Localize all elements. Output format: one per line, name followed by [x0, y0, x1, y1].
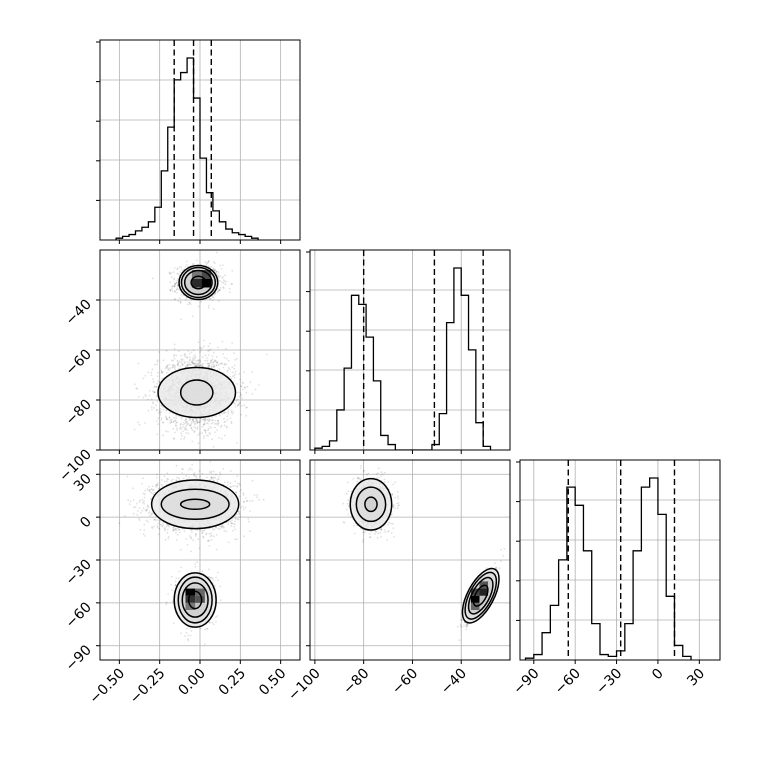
- x-tick-label: 30: [684, 666, 708, 690]
- x-tick-label: −40: [438, 666, 470, 698]
- contour-line: [180, 266, 217, 299]
- x-tick-label: −90: [510, 666, 542, 698]
- density-peak-cell: [195, 588, 205, 596]
- x-tick-label: −60: [389, 666, 421, 698]
- x-tick-label: 0: [649, 666, 667, 684]
- x-tick-label: −100: [285, 666, 324, 705]
- x-tick-label: 0.50: [256, 666, 289, 699]
- contour-line: [173, 572, 217, 628]
- contour-line: [349, 477, 393, 531]
- contour-line: [187, 590, 203, 610]
- density-peak-cell: [191, 278, 202, 288]
- panel-hist-p1: [306, 249, 511, 454]
- x-tick-label: −60: [552, 666, 584, 698]
- histogram-steps: [524, 477, 692, 660]
- density-peak-cell: [191, 270, 202, 279]
- contour-line: [150, 479, 240, 530]
- density-peak-cell: [185, 595, 196, 603]
- panel-frame: [99, 39, 301, 241]
- panel-hist-p0: [96, 39, 301, 244]
- density-peak-cell: [201, 278, 212, 288]
- histogram-steps: [115, 57, 259, 240]
- y-tick-label: −60: [63, 599, 95, 631]
- y-tick-label: −30: [63, 557, 95, 589]
- panel-frame: [309, 459, 511, 661]
- x-tick-label: −0.50: [87, 666, 129, 708]
- contour-line: [183, 269, 213, 296]
- density-fill: [364, 497, 378, 512]
- density-peak-cell: [195, 595, 205, 603]
- density-fill: [180, 380, 213, 405]
- contour-line: [157, 366, 237, 419]
- x-tick-label: −80: [340, 666, 372, 698]
- panel-frame: [99, 249, 301, 451]
- histogram-steps: [314, 267, 492, 450]
- contour-line: [467, 576, 494, 615]
- density-peak-cell: [201, 270, 212, 279]
- x-tick-label: 0.25: [216, 666, 249, 699]
- contour-line: [179, 498, 211, 511]
- grid-scatter-p1-p2: [310, 460, 510, 660]
- grid-hist-p0: [100, 40, 300, 240]
- density-peak-cell: [185, 588, 196, 596]
- y-tick-label: −80: [63, 397, 95, 429]
- y-tick-label: −60: [63, 347, 95, 379]
- contour-line: [190, 275, 207, 290]
- panel-scatter-p1-p2: −100 −80 −60 −40: [285, 459, 511, 705]
- contour-line: [364, 496, 378, 513]
- contour-line: [179, 379, 214, 406]
- density-peak-cell: [479, 588, 489, 596]
- density-peak-cell: [470, 595, 480, 603]
- x-tick-label: 0.00: [175, 666, 208, 699]
- contour-line: [461, 567, 500, 624]
- panel-scatter-p0-p1: −100−80−60−40: [56, 249, 301, 485]
- y-tick-label: −40: [63, 297, 95, 329]
- x-tick-label: −30: [593, 666, 625, 698]
- panel-frame: [309, 249, 511, 451]
- y-tick-label: −90: [63, 642, 95, 674]
- density-peak-cell: [470, 588, 480, 596]
- panel-frame: [519, 459, 721, 661]
- contour-line: [178, 264, 219, 301]
- grid-hist-p1: [310, 250, 510, 450]
- x-tick-label: −0.25: [127, 666, 169, 708]
- density-fill: [180, 499, 210, 510]
- y-tick-label: 0: [77, 514, 95, 532]
- panel-frame: [99, 459, 301, 661]
- contour-line: [464, 571, 498, 620]
- contour-line: [177, 576, 213, 624]
- panel-hist-p2: −90 −60 −30 0 30: [510, 459, 721, 698]
- contour-line: [472, 584, 489, 607]
- contour-line: [181, 582, 209, 618]
- contour-line: [355, 486, 387, 523]
- contour-line: [160, 488, 230, 521]
